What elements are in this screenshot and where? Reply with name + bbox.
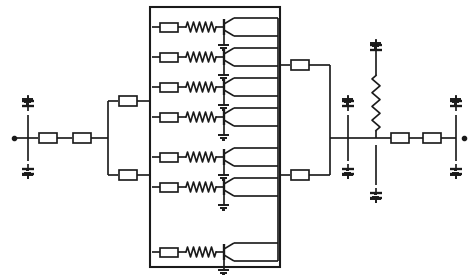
Bar [160,23,178,32]
Bar [423,133,441,143]
Bar [391,133,409,143]
Bar [73,133,91,143]
Bar [119,96,137,106]
Bar [291,60,309,70]
Bar [160,82,178,92]
Bar [150,7,280,267]
Bar [160,183,178,191]
Bar [160,53,178,62]
Bar [119,170,137,180]
Bar [160,248,178,257]
Bar [160,153,178,161]
Bar [291,170,309,180]
Bar [39,133,57,143]
Bar [160,112,178,122]
